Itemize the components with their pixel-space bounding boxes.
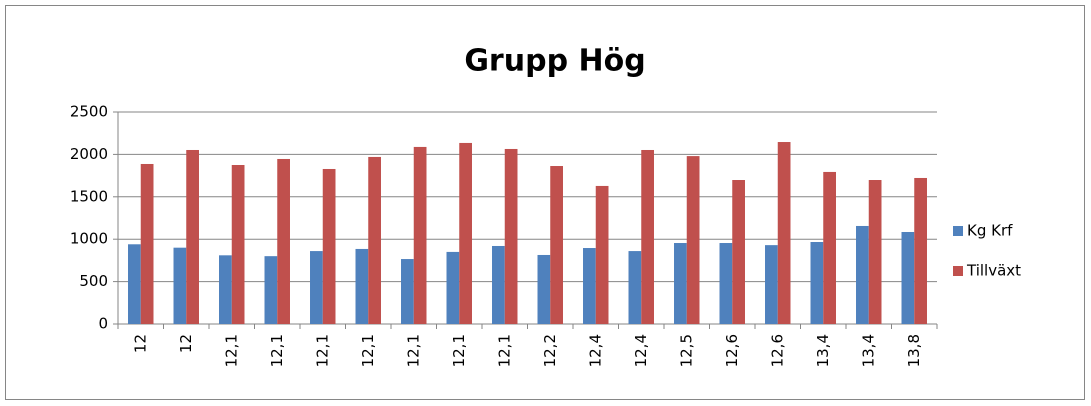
- bar: [823, 171, 836, 324]
- x-tick-label: 12,4: [586, 334, 604, 367]
- bar: [856, 225, 869, 324]
- y-tick-label: 0: [98, 315, 108, 333]
- chart-frame: [5, 5, 1085, 400]
- legend-swatch: [953, 266, 963, 276]
- y-tick-label: 2500: [70, 103, 108, 121]
- bar: [901, 231, 915, 324]
- bar: [628, 251, 642, 324]
- bar: [868, 180, 882, 324]
- bar: [128, 244, 141, 324]
- y-tick-label: 1500: [70, 187, 108, 205]
- x-tick-label: 13,4: [859, 334, 877, 367]
- bar: [719, 243, 733, 324]
- x-tick-label: 12,1: [450, 334, 468, 367]
- x-tick-label: 13,8: [905, 334, 923, 367]
- bar: [765, 245, 778, 324]
- x-tick-label: 12,1: [404, 334, 422, 367]
- bar: [277, 158, 290, 324]
- x-tick-label: 12,1: [313, 334, 331, 367]
- bar: [186, 149, 199, 324]
- x-tick-label: 12: [131, 334, 149, 353]
- x-tick-label: 12,1: [495, 334, 513, 367]
- bar: [446, 251, 460, 324]
- bar: [550, 166, 563, 324]
- bar: [459, 142, 472, 324]
- x-tick-label: 12,1: [268, 334, 286, 367]
- bar: [583, 248, 596, 324]
- bar: [537, 254, 551, 324]
- bar: [914, 177, 927, 324]
- bar: [504, 148, 518, 324]
- x-tick-label: 12,6: [723, 334, 741, 367]
- y-tick-label: 2000: [70, 145, 108, 163]
- bar: [732, 180, 745, 324]
- bar: [674, 243, 687, 324]
- bar: [413, 146, 427, 324]
- y-tick-label: 500: [79, 272, 108, 290]
- bar: [641, 149, 654, 324]
- bar: [401, 259, 414, 324]
- legend-label: Tillväxt: [966, 262, 1021, 280]
- bar: [777, 142, 791, 324]
- x-tick-label: 12: [177, 334, 195, 353]
- legend-label: Kg Krf: [967, 222, 1013, 240]
- x-tick-label: 13,4: [814, 334, 832, 367]
- bar: [231, 165, 245, 324]
- bar: [322, 168, 336, 324]
- bar: [264, 256, 278, 324]
- bar: [355, 248, 369, 324]
- bar: [140, 163, 154, 324]
- bar: [173, 247, 187, 324]
- x-tick-label: 12,2: [541, 334, 559, 367]
- legend-swatch: [953, 226, 963, 236]
- x-tick-label: 12,1: [359, 334, 377, 367]
- x-tick-label: 12,6: [768, 334, 786, 367]
- x-tick-label: 12,4: [632, 334, 650, 367]
- y-tick-label: 1000: [70, 230, 108, 248]
- x-tick-label: 12,1: [222, 334, 240, 367]
- bar: [595, 185, 609, 324]
- bar: [686, 156, 700, 324]
- x-tick-label: 12,5: [677, 334, 695, 367]
- bar: [368, 156, 381, 324]
- bar: [219, 255, 232, 324]
- bar: [810, 241, 824, 324]
- bar: [310, 251, 323, 324]
- chart-title: Grupp Hög: [464, 44, 645, 79]
- bar: [492, 245, 505, 324]
